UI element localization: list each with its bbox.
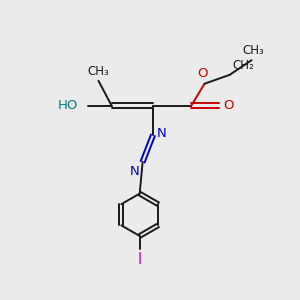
Text: HO: HO bbox=[58, 99, 78, 112]
Text: CH₃: CH₃ bbox=[88, 65, 109, 78]
Text: O: O bbox=[198, 67, 208, 80]
Text: CH₃: CH₃ bbox=[242, 44, 264, 57]
Text: CH₂: CH₂ bbox=[232, 59, 254, 72]
Text: N: N bbox=[129, 165, 139, 178]
Text: O: O bbox=[224, 99, 234, 112]
Text: N: N bbox=[157, 127, 166, 140]
Text: I: I bbox=[138, 252, 142, 267]
